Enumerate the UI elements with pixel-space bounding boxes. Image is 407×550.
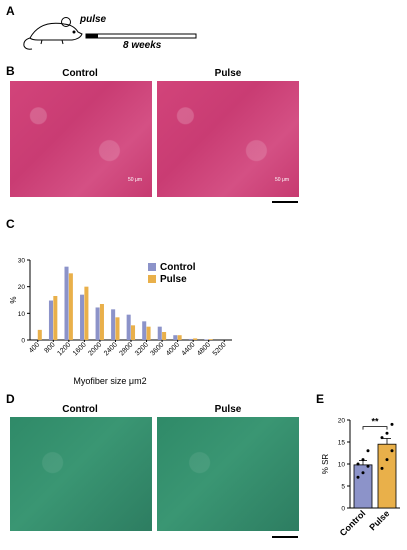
e-point-control-3 <box>356 462 360 466</box>
e-point-control-1 <box>361 471 365 475</box>
c-bar-control-10 <box>188 338 193 340</box>
he-pulse-scale-text: 50 μm <box>275 177 289 183</box>
e-point-pulse-2 <box>390 449 394 453</box>
panel-b-pulse-title: Pulse <box>214 68 242 79</box>
e-y-tick-label-4: 20 <box>338 418 346 425</box>
e-point-pulse-0 <box>380 466 384 470</box>
mouse-diagram <box>23 17 197 50</box>
c-bar-pulse-4 <box>99 304 104 340</box>
c-x-tick-label-1: 800 <box>44 341 57 354</box>
e-y-tick-label-1: 5 <box>341 484 345 491</box>
pulse-label: pulse <box>80 14 107 25</box>
c-bar-control-3 <box>80 294 85 340</box>
e-y-axis-label: % SR <box>321 454 330 475</box>
c-bar-pulse-10 <box>193 338 198 340</box>
c-x-tick-label-2: 1200 <box>56 341 72 357</box>
c-bar-pulse-7 <box>146 326 151 340</box>
mouse-icon <box>23 17 83 50</box>
c-x-tick-label-3: 1600 <box>72 341 88 357</box>
panel-b-control-title: Control <box>62 68 98 79</box>
panel-b-letter: B <box>6 64 15 78</box>
c-y-tick-label-0: 0 <box>21 338 25 345</box>
c-x-tick-label-7: 3200 <box>134 341 150 357</box>
c-y-tick-label-1: 10 <box>18 311 26 318</box>
c-legend-swatch-control <box>148 263 156 271</box>
c-bar-control-9 <box>173 335 178 340</box>
c-bar-pulse-11 <box>208 339 213 340</box>
c-x-tick-label-10: 4400 <box>181 341 197 357</box>
e-point-pulse-4 <box>385 431 389 435</box>
e-x-tick-label-control: Control <box>338 508 368 538</box>
c-bar-pulse-9 <box>177 335 182 340</box>
duration-label: 8 weeks <box>123 40 162 51</box>
e-point-control-4 <box>361 458 365 462</box>
e-point-pulse-5 <box>390 422 394 426</box>
e-y-tick-label-2: 10 <box>338 462 346 469</box>
c-bar-pulse-1 <box>53 296 58 340</box>
c-bar-control-5 <box>111 309 116 340</box>
c-bar-control-7 <box>142 321 147 340</box>
sr-percent-bar-chart: 0 5 10 15 20 % SR Control Pulse ** <box>321 417 400 538</box>
c-y-tick-label-2: 20 <box>18 284 26 291</box>
c-bar-pulse-6 <box>131 325 136 340</box>
he-stain-pulse-image: 50 μm <box>157 81 299 197</box>
c-y-tick-label-3: 30 <box>18 258 26 265</box>
c-bar-pulse-8 <box>162 332 167 340</box>
c-legend-label-pulse: Pulse <box>160 274 187 285</box>
myofiber-size-histogram: 0 10 20 30% 400 800 1200 1600 2000 2400 2800 3200 36… <box>9 258 232 386</box>
c-x-axis-label: Myofiber size μm2 <box>73 376 146 386</box>
e-point-control-2 <box>366 464 370 468</box>
c-legend-label-control: Control <box>160 262 196 273</box>
c-x-tick-label-6: 2800 <box>118 341 134 357</box>
c-bar-control-4 <box>95 307 100 340</box>
he-scale-bar <box>272 201 298 203</box>
c-x-tick-label-8: 3600 <box>150 341 166 357</box>
c-bar-control-6 <box>126 314 131 340</box>
c-bar-pulse-0 <box>37 329 42 340</box>
e-point-pulse-3 <box>380 436 384 440</box>
c-x-tick-label-4: 2000 <box>87 341 103 357</box>
c-bar-control-2 <box>64 266 69 340</box>
c-x-tick-label-5: 2400 <box>103 341 119 357</box>
c-bar-pulse-3 <box>84 286 89 340</box>
e-significance-label: ** <box>371 417 379 427</box>
panel-d-pulse-title: Pulse <box>214 404 242 415</box>
sirius-red-control-image <box>10 417 152 531</box>
e-significance-bracket <box>362 426 388 430</box>
e-point-control-5 <box>366 449 370 453</box>
panel-a-letter: A <box>6 4 15 18</box>
e-x-tick-label-pulse: Pulse <box>367 508 391 532</box>
he-control-scale-text: 50 μm <box>128 177 142 183</box>
c-legend-swatch-pulse <box>148 275 156 283</box>
c-bar-control-8 <box>157 326 162 340</box>
c-x-tick-label-11: 4800 <box>196 341 212 357</box>
sirius-red-pulse-image <box>157 417 299 531</box>
c-bar-pulse-2 <box>68 273 73 340</box>
panel-c-letter: C <box>6 217 15 231</box>
e-y-tick-label-3: 15 <box>338 440 346 447</box>
c-bar-control-11 <box>204 339 209 340</box>
e-y-tick-label-0: 0 <box>341 506 345 513</box>
sr-scale-bar <box>272 536 298 538</box>
e-point-control-0 <box>356 475 360 479</box>
c-x-tick-label-9: 4000 <box>165 341 181 357</box>
e-bar-pulse <box>377 443 397 509</box>
panel-e-letter: E <box>316 392 325 406</box>
panel-d-letter: D <box>6 392 15 406</box>
he-stain-control-image: 50 μm <box>10 81 152 197</box>
c-x-tick-label-12: 5200 <box>212 341 228 357</box>
c-bar-pulse-5 <box>115 317 120 340</box>
c-y-axis-label: % <box>9 296 18 303</box>
e-point-pulse-1 <box>385 458 389 462</box>
c-bar-control-1 <box>48 300 53 340</box>
panel-d-control-title: Control <box>62 404 98 415</box>
c-x-tick-label-0: 400 <box>28 341 41 354</box>
e-bar-control <box>353 464 373 509</box>
